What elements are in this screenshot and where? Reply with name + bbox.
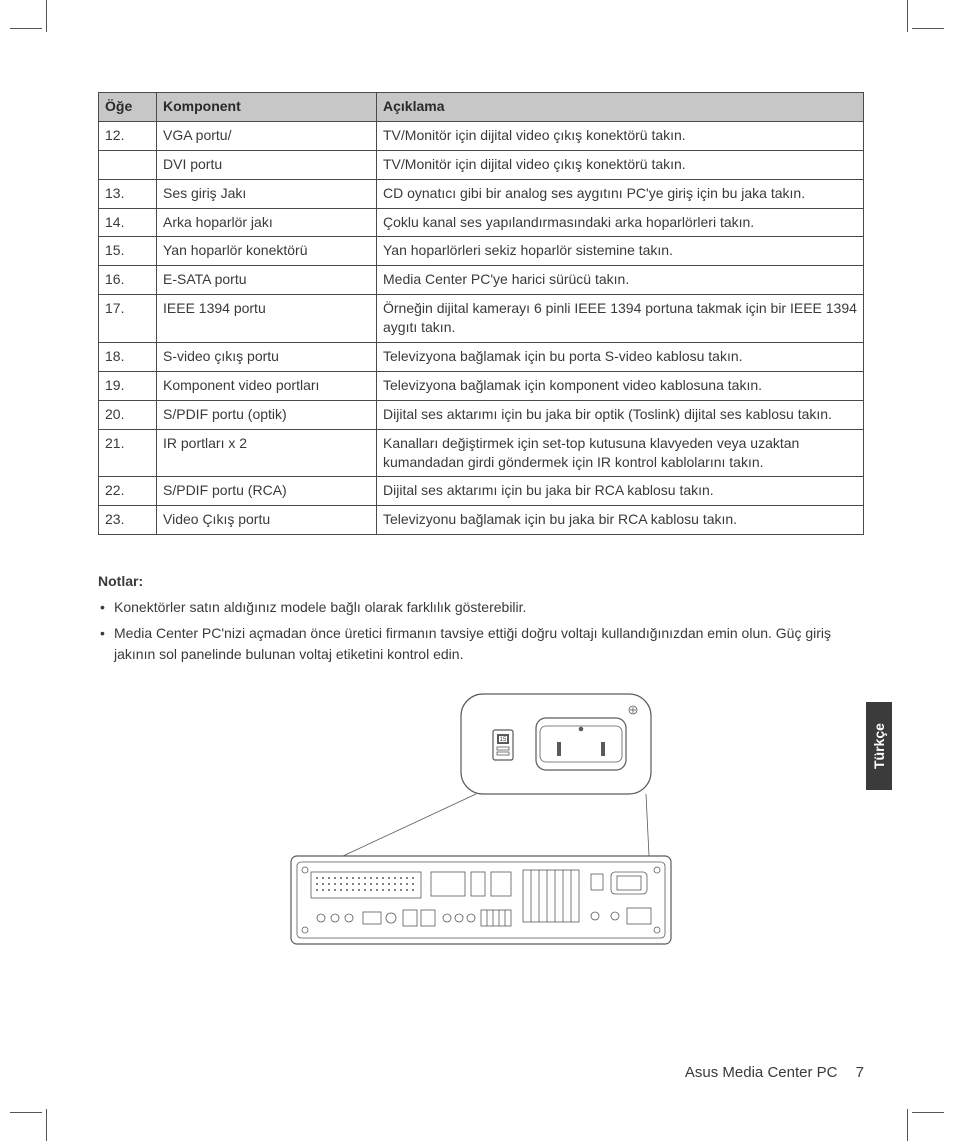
crop-mark <box>912 28 944 29</box>
table-row: 12.VGA portu/TV/Monitör için dijital vid… <box>99 121 864 150</box>
cell-component: VGA portu/ <box>157 121 377 150</box>
crop-mark <box>46 0 47 32</box>
cell-component: Video Çıkış portu <box>157 506 377 535</box>
cell-item: 17. <box>99 295 157 343</box>
table-header-row: Öğe Komponent Açıklama <box>99 93 864 122</box>
cell-component: Yan hoparlör konektörü <box>157 237 377 266</box>
crop-mark <box>907 0 908 32</box>
table-row: 14.Arka hoparlör jakıÇoklu kanal ses yap… <box>99 208 864 237</box>
table-row: 22.S/PDIF portu (RCA)Dijital ses aktarım… <box>99 477 864 506</box>
table-row: 23.Video Çıkış portuTelevizyonu bağlamak… <box>99 506 864 535</box>
th-component: Komponent <box>157 93 377 122</box>
cell-item: 14. <box>99 208 157 237</box>
cell-item: 13. <box>99 179 157 208</box>
cell-item: 20. <box>99 400 157 429</box>
rear-panel-diagram: 15 <box>271 684 691 964</box>
th-item: Öğe <box>99 93 157 122</box>
cell-item: 19. <box>99 371 157 400</box>
notes-item: Konektörler satın aldığınız modele bağlı… <box>98 597 864 619</box>
notes-list: Konektörler satın aldığınız modele bağlı… <box>98 597 864 666</box>
cell-component: E-SATA portu <box>157 266 377 295</box>
cell-item: 18. <box>99 343 157 372</box>
table-row: 21.IR portları x 2Kanalları değiştirmek … <box>99 429 864 477</box>
cell-description: Dijital ses aktarımı için bu jaka bir op… <box>377 400 864 429</box>
component-table: Öğe Komponent Açıklama 12.VGA portu/TV/M… <box>98 92 864 535</box>
cell-item: 16. <box>99 266 157 295</box>
table-row: 20.S/PDIF portu (optik)Dijital ses aktar… <box>99 400 864 429</box>
cell-component: S/PDIF portu (RCA) <box>157 477 377 506</box>
table-row: 15.Yan hoparlör konektörüYan hoparlörler… <box>99 237 864 266</box>
cell-component: IEEE 1394 portu <box>157 295 377 343</box>
page-number: 7 <box>856 1064 864 1081</box>
crop-mark <box>10 28 42 29</box>
cell-component: Ses giriş Jakı <box>157 179 377 208</box>
cell-description: Çoklu kanal ses yapılandırmasındaki arka… <box>377 208 864 237</box>
diagram-wrap: 15 <box>98 684 864 964</box>
cell-item: 22. <box>99 477 157 506</box>
th-description: Açıklama <box>377 93 864 122</box>
notes-item: Media Center PC'nizi açmadan önce üretic… <box>98 623 864 666</box>
cell-description: Media Center PC'ye harici sürücü takın. <box>377 266 864 295</box>
cell-component: Komponent video portları <box>157 371 377 400</box>
cell-description: Kanalları değiştirmek için set-top kutus… <box>377 429 864 477</box>
cell-description: Televizyona bağlamak için komponent vide… <box>377 371 864 400</box>
cell-description: TV/Monitör için dijital video çıkış kone… <box>377 150 864 179</box>
document-page: Öğe Komponent Açıklama 12.VGA portu/TV/M… <box>0 0 954 1141</box>
cell-component: IR portları x 2 <box>157 429 377 477</box>
cell-description: Televizyonu bağlamak için bu jaka bir RC… <box>377 506 864 535</box>
crop-mark <box>912 1112 944 1113</box>
crop-mark <box>907 1109 908 1141</box>
notes-title: Notlar: <box>98 571 864 593</box>
cell-item: 21. <box>99 429 157 477</box>
table-row: 19.Komponent video portlarıTelevizyona b… <box>99 371 864 400</box>
cell-item: 12. <box>99 121 157 150</box>
cell-description: Örneğin dijital kamerayı 6 pinli IEEE 13… <box>377 295 864 343</box>
crop-mark <box>10 1112 42 1113</box>
cell-item <box>99 150 157 179</box>
table-row: 13.Ses giriş JakıCD oynatıcı gibi bir an… <box>99 179 864 208</box>
cell-component: S-video çıkış portu <box>157 343 377 372</box>
table-row: DVI portuTV/Monitör için dijital video ç… <box>99 150 864 179</box>
table-row: 17.IEEE 1394 portuÖrneğin dijital kamera… <box>99 295 864 343</box>
cell-description: Yan hoparlörleri sekiz hoparlör sistemin… <box>377 237 864 266</box>
cell-component: DVI portu <box>157 150 377 179</box>
cell-description: Dijital ses aktarımı için bu jaka bir RC… <box>377 477 864 506</box>
svg-text:15: 15 <box>500 737 507 743</box>
cell-component: Arka hoparlör jakı <box>157 208 377 237</box>
page-footer: Asus Media Center PC 7 <box>685 1064 864 1081</box>
cell-description: TV/Monitör için dijital video çıkış kone… <box>377 121 864 150</box>
cell-component: S/PDIF portu (optik) <box>157 400 377 429</box>
crop-mark <box>46 1109 47 1141</box>
notes-section: Notlar: Konektörler satın aldığınız mode… <box>98 571 864 666</box>
language-tab: Türkçe <box>866 702 892 790</box>
cell-item: 23. <box>99 506 157 535</box>
table-row: 16.E-SATA portuMedia Center PC'ye harici… <box>99 266 864 295</box>
cell-description: CD oynatıcı gibi bir analog ses aygıtını… <box>377 179 864 208</box>
footer-title: Asus Media Center PC <box>685 1064 838 1081</box>
cell-item: 15. <box>99 237 157 266</box>
table-row: 18.S-video çıkış portuTelevizyona bağlam… <box>99 343 864 372</box>
cell-description: Televizyona bağlamak için bu porta S-vid… <box>377 343 864 372</box>
